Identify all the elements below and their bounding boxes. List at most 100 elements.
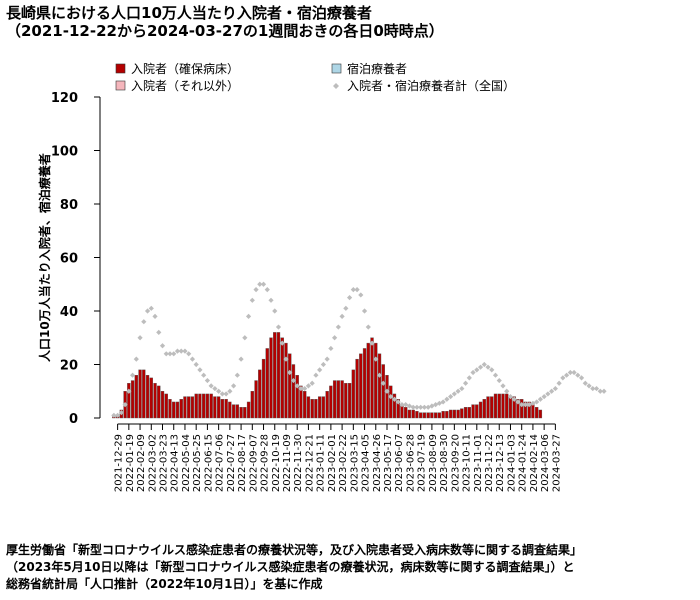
national-total-marker xyxy=(477,364,484,370)
bar-severe xyxy=(224,399,228,419)
x-tick-label: 2022-04-13 xyxy=(170,434,181,492)
bar-severe xyxy=(355,358,359,419)
bar-severe xyxy=(415,411,419,419)
bar-severe xyxy=(497,393,501,419)
national-total-marker xyxy=(279,340,285,346)
bar-severe xyxy=(314,399,318,419)
bar-severe xyxy=(288,353,292,419)
national-total-marker xyxy=(111,412,117,418)
x-tick-label: 2022-12-21 xyxy=(304,434,315,492)
x-tick-label: 2023-01-11 xyxy=(316,434,327,492)
bar-severe xyxy=(291,364,296,419)
bar-severe xyxy=(493,393,498,419)
national-total-marker xyxy=(189,356,196,362)
x-tick-label: 2023-03-15 xyxy=(349,434,360,492)
y-tick-label: 100 xyxy=(51,145,78,160)
bar-severe xyxy=(452,409,457,419)
bar-severe xyxy=(531,404,535,419)
national-total-marker xyxy=(201,372,207,378)
bar-severe xyxy=(396,399,400,419)
bar-severe xyxy=(243,407,247,419)
national-total-marker xyxy=(212,385,218,392)
bar-severe xyxy=(422,412,427,419)
national-total-marker xyxy=(141,319,147,325)
bar-severe xyxy=(220,399,225,419)
national-total-marker xyxy=(462,380,469,386)
bar-severe xyxy=(347,383,352,419)
national-total-marker xyxy=(148,305,154,311)
bar-severe xyxy=(359,353,363,419)
bar-severe xyxy=(456,409,460,419)
bar-severe xyxy=(168,399,172,419)
bar-severe xyxy=(430,412,434,419)
bar-severe xyxy=(389,385,393,419)
national-total-marker xyxy=(582,380,588,386)
national-total-marker xyxy=(429,403,435,409)
x-tick-label: 2022-08-17 xyxy=(237,434,248,492)
national-total-marker xyxy=(354,287,360,293)
national-total-marker xyxy=(369,340,375,346)
national-total-marker xyxy=(421,404,428,410)
legend-label-severe: 入院者（確保病床） xyxy=(131,61,239,76)
bar-severe xyxy=(317,396,322,419)
national-total-marker xyxy=(133,356,139,362)
national-total-marker xyxy=(122,402,128,408)
x-tick-label: 2022-05-25 xyxy=(192,434,203,492)
bar-severe xyxy=(276,332,281,419)
bar-severe xyxy=(392,393,397,419)
x-tick-label: 2023-06-28 xyxy=(405,434,416,492)
bar-severe xyxy=(160,391,165,419)
national-total-marker xyxy=(268,297,274,303)
x-tick-label: 2022-10-19 xyxy=(271,434,282,492)
bar-severe xyxy=(385,375,389,419)
x-tick-label: 2022-06-15 xyxy=(203,434,214,492)
bar-severe xyxy=(310,399,314,419)
national-total-marker xyxy=(335,324,341,330)
national-total-marker xyxy=(530,400,536,406)
bar-severe xyxy=(475,404,479,419)
national-total-marker xyxy=(496,377,502,384)
national-total-marker xyxy=(388,394,394,400)
chart-subtitle: （2021-12-22から2024-03-27の1週間おきの各日0時時点） xyxy=(6,22,444,40)
x-tick-label: 2022-07-06 xyxy=(215,434,226,492)
bar-severe xyxy=(448,409,453,419)
bar-severe xyxy=(505,393,509,419)
bar-severe xyxy=(321,396,326,419)
bar-severe xyxy=(138,369,142,419)
y-tick-label: 60 xyxy=(60,252,78,267)
national-total-marker xyxy=(126,388,132,394)
bar-severe xyxy=(325,391,329,419)
national-total-marker xyxy=(272,308,278,314)
bar-severe xyxy=(153,383,157,419)
source-note-line2: （2023年5月10日以降は「新型コロナウイルス感染症患者の療養状況，病床数等に… xyxy=(6,560,575,574)
national-total-marker xyxy=(275,324,282,330)
national-total-marker xyxy=(115,412,121,418)
national-total-marker xyxy=(571,369,577,376)
bar-severe xyxy=(190,396,195,419)
national-total-marker xyxy=(451,391,457,397)
national-total-marker xyxy=(590,385,596,392)
bar-severe xyxy=(508,396,513,419)
national-total-marker xyxy=(317,367,323,373)
national-total-marker xyxy=(171,351,177,357)
national-total-marker xyxy=(197,367,203,373)
national-total-marker xyxy=(466,375,472,381)
national-total-marker xyxy=(332,335,338,341)
national-total-marker xyxy=(537,396,544,402)
national-total-marker xyxy=(448,394,454,400)
national-total-marker xyxy=(578,375,585,381)
national-total-marker xyxy=(163,351,169,357)
bar-severe xyxy=(183,396,187,419)
x-tick-label: 2023-08-30 xyxy=(439,434,450,492)
national-total-marker xyxy=(324,356,330,362)
national-total-marker xyxy=(575,372,581,378)
national-total-marker xyxy=(545,391,551,397)
national-total-marker xyxy=(586,383,592,389)
legend-label-hotel: 宿泊療養者 xyxy=(347,61,407,76)
y-tick-label: 20 xyxy=(60,359,78,374)
bar-severe xyxy=(134,375,138,419)
bar-severe xyxy=(306,396,311,419)
national-total-marker xyxy=(182,348,188,354)
bar-severe xyxy=(194,393,198,419)
x-tick-label: 2022-09-07 xyxy=(248,434,259,492)
